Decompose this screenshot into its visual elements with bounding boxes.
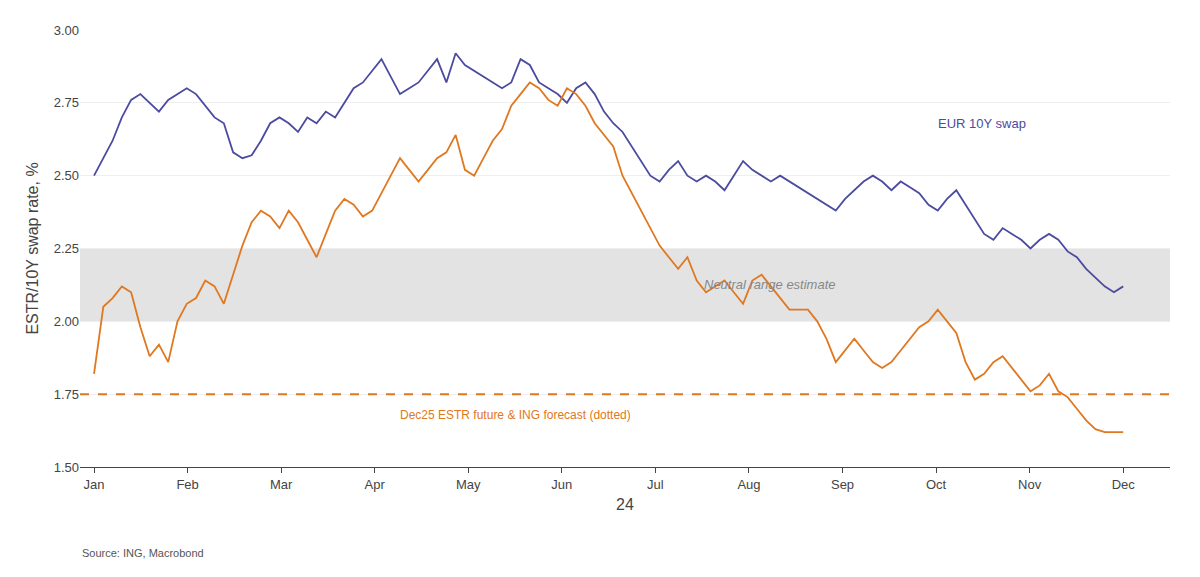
- svg-text:Oct: Oct: [926, 477, 947, 492]
- svg-text:2.25: 2.25: [54, 241, 79, 256]
- svg-text:Neutral range estimate: Neutral range estimate: [704, 277, 836, 292]
- svg-text:EUR 10Y swap: EUR 10Y swap: [938, 116, 1026, 131]
- svg-text:Jun: Jun: [551, 477, 572, 492]
- svg-text:1.75: 1.75: [54, 387, 79, 402]
- svg-text:Aug: Aug: [737, 477, 760, 492]
- svg-text:3.00: 3.00: [54, 23, 79, 38]
- svg-text:1.50: 1.50: [54, 460, 79, 475]
- svg-text:Jul: Jul: [647, 477, 664, 492]
- svg-text:24: 24: [616, 496, 634, 513]
- svg-text:2.00: 2.00: [54, 314, 79, 329]
- svg-text:Dec25 ESTR future & ING foreca: Dec25 ESTR future & ING forecast (dotted…: [400, 408, 631, 422]
- svg-text:Jan: Jan: [84, 477, 105, 492]
- svg-text:May: May: [456, 477, 481, 492]
- svg-text:Dec: Dec: [1112, 477, 1136, 492]
- svg-text:Nov: Nov: [1018, 477, 1042, 492]
- svg-text:2.50: 2.50: [54, 168, 79, 183]
- svg-text:ESTR/10Y swap rate, %: ESTR/10Y swap rate, %: [24, 162, 41, 334]
- svg-text:Apr: Apr: [365, 477, 386, 492]
- svg-text:Sep: Sep: [831, 477, 854, 492]
- svg-text:2.75: 2.75: [54, 95, 79, 110]
- svg-text:Feb: Feb: [176, 477, 198, 492]
- svg-text:Mar: Mar: [270, 477, 293, 492]
- svg-text:Source: ING, Macrobond: Source: ING, Macrobond: [82, 547, 204, 559]
